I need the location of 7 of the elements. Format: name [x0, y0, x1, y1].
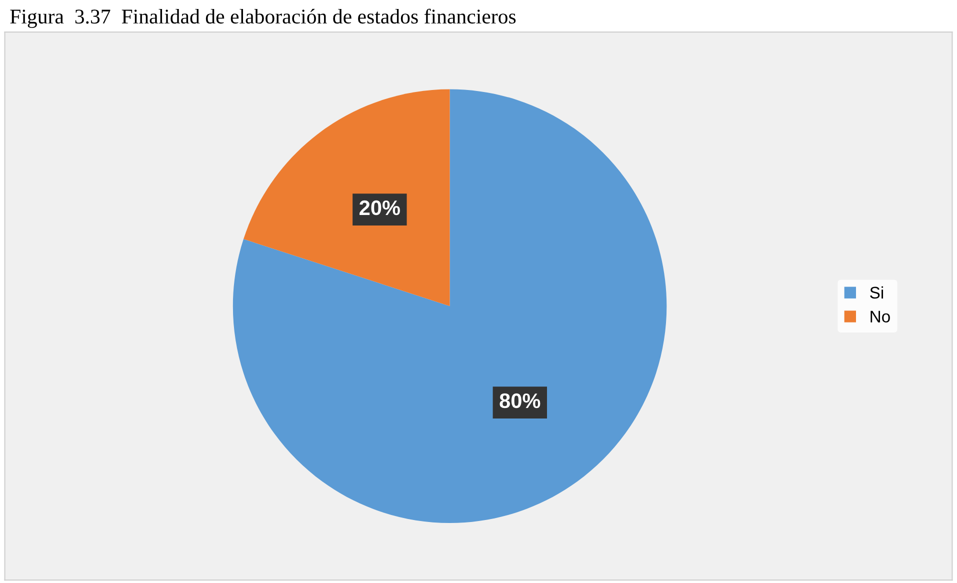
chart-title: Figura 3.37 Finalidad de elaboración de estados financieros — [10, 8, 516, 28]
pie-slice — [244, 89, 450, 306]
pie-slice — [232, 89, 667, 523]
data-label: 80% — [500, 393, 540, 408]
legend-label: Si — [870, 286, 884, 299]
legend-label: No — [870, 310, 890, 322]
data-label: 20% — [360, 200, 400, 216]
